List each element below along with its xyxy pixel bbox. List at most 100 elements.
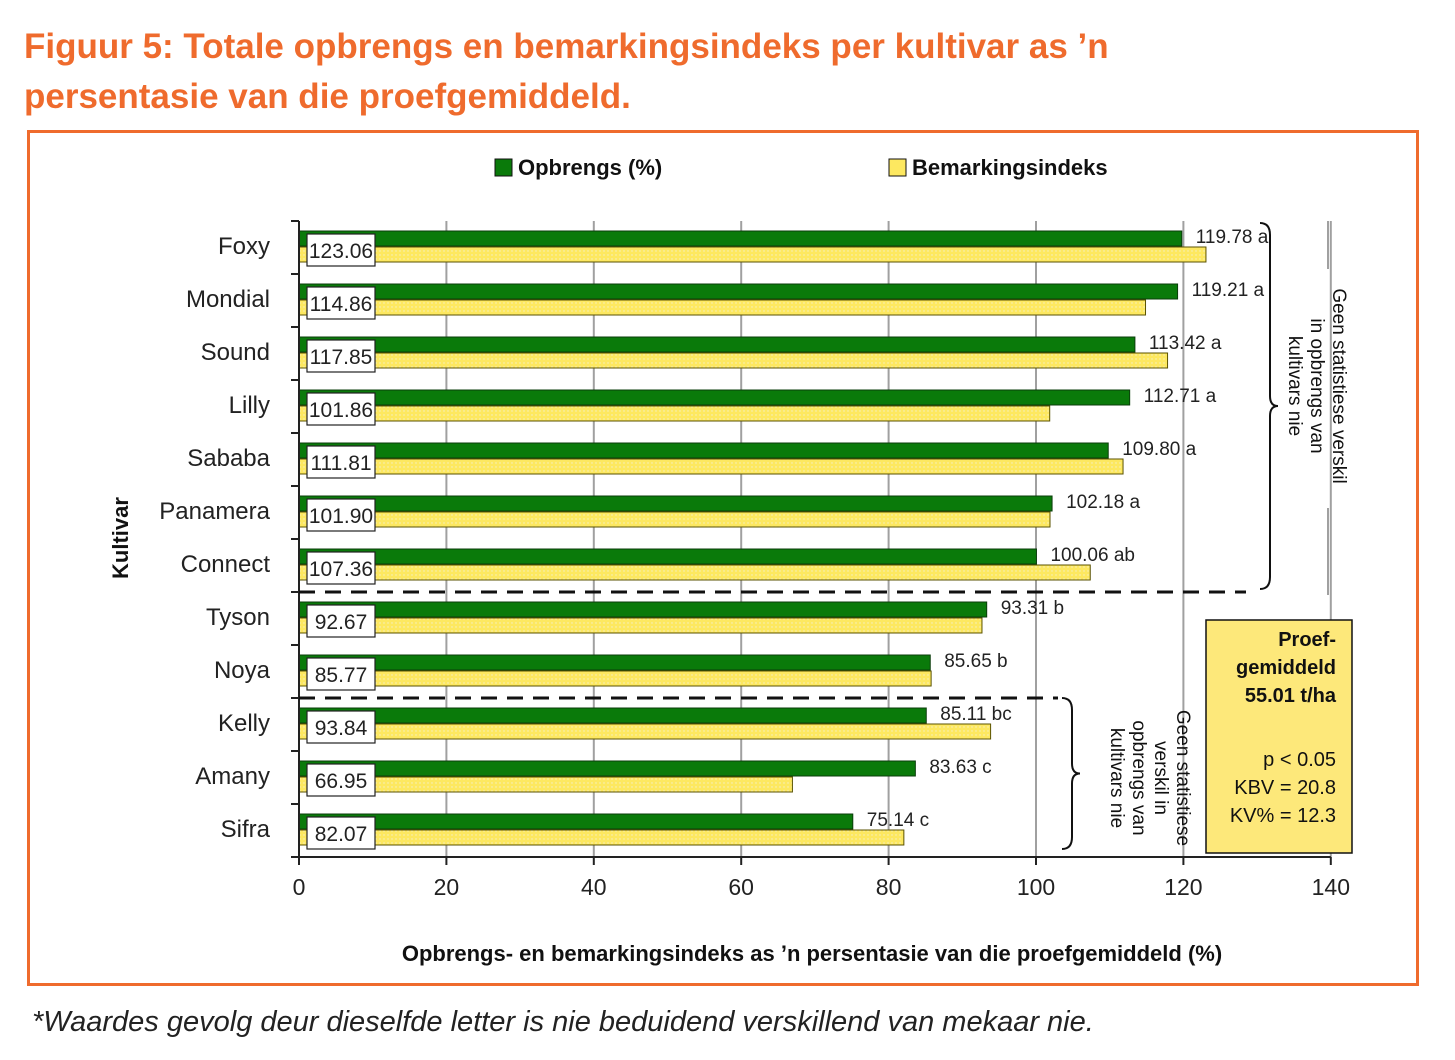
data-label-opbrengs: 85.65 b bbox=[944, 651, 1007, 672]
data-label-box bbox=[306, 816, 376, 850]
data-label-opbrengs: 100.06 ab bbox=[1050, 545, 1135, 566]
data-label-box bbox=[306, 604, 376, 638]
bar-opbrengs bbox=[298, 601, 988, 618]
bar-opbrengs bbox=[298, 654, 931, 671]
annotation-line: kultivars nie bbox=[1284, 336, 1305, 436]
bar-bemarking bbox=[298, 617, 983, 634]
data-label-box bbox=[306, 551, 376, 585]
data-label-box bbox=[306, 392, 376, 426]
category-label: Noya bbox=[214, 657, 271, 684]
y-axis-title: Kultivar bbox=[108, 497, 133, 579]
data-label-bemarking: 101.86 bbox=[309, 399, 373, 422]
data-label-opbrengs: 119.78 a bbox=[1196, 227, 1269, 248]
data-label-bemarking: 117.85 bbox=[310, 346, 373, 369]
bar-bemarking bbox=[298, 299, 1147, 316]
data-label-box bbox=[306, 498, 376, 532]
stats-box-line: gemiddeld bbox=[1236, 657, 1336, 679]
data-label-box bbox=[306, 763, 376, 797]
bar-opbrengs bbox=[298, 495, 1053, 512]
bar-opbrengs bbox=[298, 336, 1136, 353]
legend-label-opbrengs: Opbrengs (%) bbox=[518, 155, 662, 180]
data-label-opbrengs: 109.80 a bbox=[1122, 439, 1196, 460]
data-label-bemarking: 107.36 bbox=[309, 558, 373, 581]
category-label: Sifra bbox=[221, 816, 271, 843]
bar-bemarking bbox=[298, 352, 1169, 369]
data-label-bemarking: 85.77 bbox=[315, 664, 368, 687]
bar-opbrengs bbox=[298, 283, 1179, 300]
bar-opbrengs bbox=[298, 813, 854, 830]
data-label-bemarking: 93.84 bbox=[315, 717, 368, 740]
stats-box-line: p < 0.05 bbox=[1263, 749, 1336, 771]
bar-bemarking bbox=[298, 670, 932, 687]
data-label-opbrengs: 93.31 b bbox=[1001, 598, 1064, 619]
bar-chart: Foxy 119.78 a 123.06 Mondial 119.21 a 114.86 S… bbox=[108, 155, 1353, 966]
category-label: Mondial bbox=[186, 286, 270, 313]
bar-opbrengs bbox=[298, 442, 1109, 459]
data-label-bemarking: 82.07 bbox=[315, 823, 368, 846]
x-axis-title: Opbrengs- en bemarkingsindeks as ’n pers… bbox=[402, 941, 1222, 966]
bar-bemarking bbox=[298, 246, 1207, 263]
data-label-bemarking: 111.81 bbox=[310, 452, 371, 475]
data-label-opbrengs: 112.71 a bbox=[1144, 386, 1217, 407]
annotation-line: verskil in bbox=[1150, 741, 1171, 815]
data-label-box bbox=[306, 657, 376, 691]
bar-bemarking bbox=[298, 829, 905, 846]
x-tick-label: 20 bbox=[434, 874, 460, 900]
x-tick-label: 0 bbox=[293, 874, 306, 900]
data-label-box bbox=[306, 339, 376, 373]
footnote: *Waardes gevolg deur dieselfde letter is… bbox=[32, 1006, 1094, 1038]
legend-swatch-opbrengs bbox=[494, 158, 513, 177]
data-label-bemarking: 123.06 bbox=[309, 240, 373, 263]
data-label-opbrengs: 75.14 c bbox=[867, 810, 929, 831]
bar-bemarking bbox=[298, 405, 1051, 422]
bar-bemarking bbox=[298, 511, 1051, 528]
annotation-line: in opbrengs van bbox=[1306, 318, 1327, 453]
annotation-line: Geen statistiese verskil bbox=[1328, 288, 1349, 483]
category-label: Amany bbox=[195, 763, 270, 790]
category-label: Kelly bbox=[218, 710, 270, 737]
figure-title-line-2: persentasie van die proefgemiddeld. bbox=[24, 77, 631, 116]
figure-title-line-1: Figuur 5: Totale opbrengs en bemarkingsi… bbox=[24, 27, 1109, 66]
data-label-opbrengs: 119.21 a bbox=[1192, 280, 1265, 301]
annotation-line: kultivars nie bbox=[1106, 728, 1127, 828]
data-label-box bbox=[306, 233, 376, 267]
bar-opbrengs bbox=[298, 707, 927, 724]
figure-title: Figuur 5: Totale opbrengs en bemarkingsi… bbox=[24, 22, 1424, 122]
stats-box-line: 55.01 t/ha bbox=[1245, 685, 1337, 707]
x-tick-label: 140 bbox=[1312, 874, 1350, 900]
data-label-box bbox=[306, 286, 376, 320]
category-label: Foxy bbox=[218, 233, 270, 260]
bar-bemarking bbox=[298, 723, 992, 740]
stats-box-line: KBV = 20.8 bbox=[1234, 777, 1336, 799]
data-label-bemarking: 114.86 bbox=[310, 293, 373, 316]
data-label-bemarking: 101.90 bbox=[309, 505, 373, 528]
data-label-bemarking: 92.67 bbox=[315, 611, 368, 634]
legend-swatch-bemarking bbox=[888, 158, 907, 177]
category-label: Panamera bbox=[159, 498, 270, 525]
annotation-line: opbrengs van bbox=[1128, 720, 1149, 835]
category-label: Connect bbox=[181, 551, 271, 578]
stats-box bbox=[1205, 619, 1353, 854]
annotation-line: Geen statistiese bbox=[1172, 710, 1193, 846]
legend-label-bemarking: Bemarkingsindeks bbox=[912, 155, 1108, 180]
bar-opbrengs bbox=[298, 548, 1037, 565]
data-label-box bbox=[306, 710, 376, 744]
chart-frame: Foxy 119.78 a 123.06 Mondial 119.21 a 114.86 S… bbox=[27, 130, 1419, 986]
bar-opbrengs bbox=[298, 760, 916, 777]
x-tick-label: 60 bbox=[728, 874, 754, 900]
data-label-opbrengs: 83.63 c bbox=[929, 757, 991, 778]
stats-box-line: Proef- bbox=[1278, 629, 1336, 651]
data-label-box bbox=[306, 445, 376, 479]
data-label-opbrengs: 85.11 bc bbox=[940, 704, 1011, 725]
x-tick-label: 80 bbox=[876, 874, 902, 900]
data-label-opbrengs: 113.42 a bbox=[1149, 333, 1222, 354]
group-brace-top bbox=[1259, 222, 1279, 590]
x-tick-label: 100 bbox=[1017, 874, 1055, 900]
bar-bemarking bbox=[298, 458, 1124, 475]
x-tick-label: 120 bbox=[1164, 874, 1202, 900]
bar-opbrengs bbox=[298, 389, 1131, 406]
x-tick-label: 40 bbox=[581, 874, 607, 900]
group-brace-bottom bbox=[1061, 697, 1081, 850]
